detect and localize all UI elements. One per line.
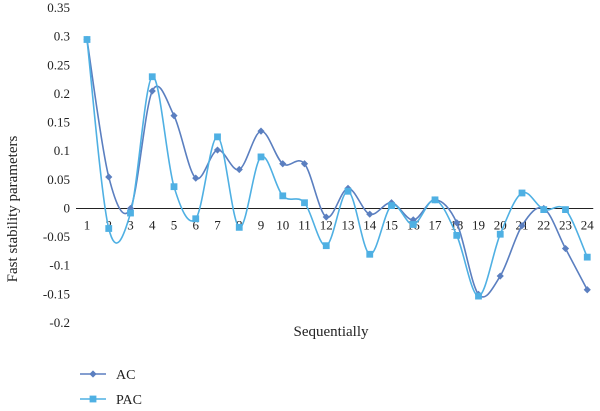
x-tick-label: 9: [258, 217, 265, 232]
pac-data-point: [431, 196, 439, 204]
pac-data-point: [170, 183, 178, 191]
y-tick-label: 0.1: [54, 143, 70, 158]
series-line-ac: [86, 39, 588, 298]
y-tick-label: -0.05: [43, 229, 70, 244]
ac-data-point: [257, 127, 265, 135]
pac-data-point: [344, 187, 352, 195]
x-tick-label: 12: [320, 217, 333, 232]
x-tick-label: 14: [363, 217, 377, 232]
ac-data-point: [192, 174, 200, 182]
legend-marker-pac: [89, 395, 97, 403]
y-tick-label: 0.15: [47, 115, 70, 130]
pac-data-point: [583, 253, 591, 261]
x-tick-label: 15: [385, 217, 398, 232]
pac-data-point: [366, 250, 374, 258]
pac-data-point: [540, 206, 548, 213]
pac-data-point: [83, 36, 91, 43]
x-tick-label: 24: [581, 217, 595, 232]
pac-data-point: [453, 231, 461, 239]
legend: AC PAC: [80, 368, 142, 408]
x-tick-label: 3: [127, 217, 134, 232]
x-tick-label: 5: [171, 217, 178, 232]
x-tick-label: 10: [276, 217, 289, 232]
pac-data-point: [127, 209, 134, 217]
ac-data-point: [561, 244, 570, 253]
y-axis-title: Fast stability parameters: [5, 136, 21, 283]
legend-item-pac: PAC: [80, 393, 142, 408]
ac-data-point: [213, 146, 222, 154]
legend-item-ac: AC: [80, 368, 135, 383]
pac-data-point: [105, 225, 113, 232]
y-tick-label: 0.35: [47, 0, 70, 15]
ac-data-point: [518, 222, 526, 230]
ac-data-point: [148, 87, 156, 95]
ac-data-point: [235, 165, 243, 174]
x-tick-label: 22: [537, 217, 550, 232]
pac-data-point: [518, 189, 526, 197]
ac-data-point: [583, 286, 591, 294]
x-tick-label: 1: [84, 217, 91, 232]
pac-data-point: [148, 73, 156, 81]
y-tick-label: 0.25: [47, 57, 70, 72]
ac-data-point: [300, 160, 309, 168]
pac-data-point: [322, 242, 330, 250]
pac-data-point: [279, 192, 287, 200]
x-tick-label: 19: [472, 217, 485, 232]
ac-data-point: [453, 219, 461, 227]
y-tick-label: 0.2: [54, 86, 70, 101]
series-line-pac: [86, 39, 588, 297]
y-tick-label: 0: [64, 200, 71, 215]
x-tick-label: 11: [298, 217, 311, 232]
pac-data-point: [235, 223, 243, 231]
pac-data-point: [214, 133, 221, 141]
legend-label-pac: PAC: [116, 393, 142, 408]
pac-data-point: [257, 153, 265, 161]
ac-data-point: [496, 272, 504, 280]
pac-data-point: [496, 230, 504, 238]
y-tick-label: -0.2: [49, 315, 70, 330]
series-markers: [83, 35, 591, 300]
legend-marker-ac: [89, 370, 97, 378]
x-tick-label: 17: [429, 217, 443, 232]
pac-data-point: [475, 292, 482, 300]
x-tick-label: 13: [342, 217, 355, 232]
pac-data-point: [562, 206, 569, 213]
y-tick-label: -0.15: [43, 286, 70, 301]
x-tick-label: 7: [214, 217, 221, 232]
x-tick-label: 20: [494, 217, 507, 232]
pac-data-point: [301, 199, 308, 207]
y-tick-label: -0.1: [49, 258, 70, 273]
x-tick-label: 23: [559, 217, 572, 232]
pac-data-point: [409, 221, 417, 228]
ac-data-point: [170, 112, 178, 120]
legend-label-ac: AC: [116, 368, 135, 383]
x-tick-label: 6: [193, 217, 200, 232]
x-tick-label: 4: [149, 217, 156, 232]
pac-data-point: [192, 215, 200, 223]
y-axis: 0.35 0.3 0.25 0.2 0.15 0.1 0.05 0 -0.05 -0.1 -0.15…: [43, 0, 70, 330]
y-tick-label: 0.05: [47, 172, 70, 187]
x-axis: 123456789101112131415161718192021222324: [76, 207, 595, 232]
x-axis-title: Sequentially: [294, 324, 369, 340]
ac-data-point: [366, 210, 374, 218]
ac-data-point: [105, 173, 113, 181]
ac-data-point: [279, 160, 287, 168]
pac-data-point: [388, 202, 395, 209]
y-tick-label: 0.3: [54, 29, 70, 44]
series-lines: [86, 39, 588, 298]
ac-data-point: [322, 213, 330, 221]
